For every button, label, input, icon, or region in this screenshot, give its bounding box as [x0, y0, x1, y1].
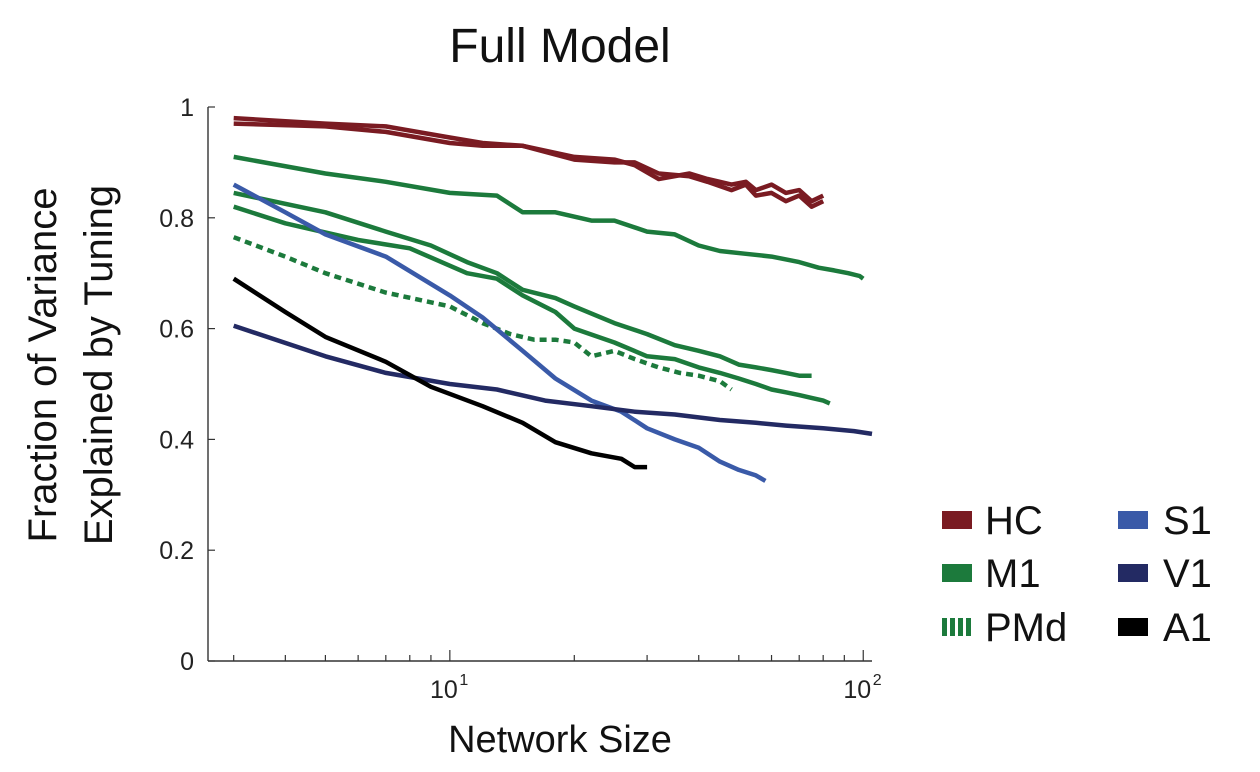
- legend-item-s1: S1: [1118, 499, 1212, 543]
- series-line-m1: [233, 190, 812, 378]
- legend-item-pmd: PMd: [942, 606, 1067, 650]
- legend-item-m1: M1: [942, 552, 1041, 596]
- plot-area: [232, 115, 873, 483]
- x-tick-exponent: 1: [459, 672, 468, 689]
- axes: [207, 107, 872, 662]
- x-axis-label: Network Size: [448, 719, 672, 761]
- x-tick-label: 10 1: [430, 672, 468, 704]
- y-axis-label-line-2: Explained by Tuning: [77, 185, 121, 545]
- legend-swatch: [1118, 511, 1148, 529]
- x-tick-base: 10: [843, 676, 871, 704]
- legend-swatch: [942, 511, 972, 529]
- y-tick-label: 0.6: [159, 316, 194, 344]
- legend-item-a1: A1: [1118, 606, 1212, 650]
- x-tick-exponent: 2: [873, 672, 882, 689]
- x-tick-label: 10 2: [843, 672, 881, 704]
- legend-swatch-dash: [950, 618, 955, 636]
- legend-swatch: [1118, 564, 1148, 582]
- legend-item-v1: V1: [1118, 552, 1212, 596]
- series-line-hc: [233, 121, 825, 209]
- legend-swatch-dash: [942, 618, 947, 636]
- y-tick-label: 0: [180, 648, 194, 676]
- legend-label: V1: [1163, 552, 1212, 596]
- legend: HC M1 PMd S1 V1 A1: [942, 499, 1212, 650]
- series-line-s1: [232, 182, 767, 483]
- series-line-m1: [233, 154, 865, 281]
- y-tick-label: 1: [180, 94, 194, 122]
- series-line-a1: [232, 276, 648, 470]
- chart-title: Full Model: [449, 20, 670, 73]
- x-tick-base: 10: [430, 676, 458, 704]
- legend-swatch: [942, 564, 972, 582]
- legend-label: M1: [985, 552, 1041, 596]
- legend-swatch: [1118, 618, 1148, 636]
- y-axis-label-line-1: Fraction of Variance: [21, 188, 65, 543]
- legend-swatch-dash: [966, 618, 971, 636]
- legend-label: PMd: [985, 606, 1067, 650]
- legend-label: A1: [1163, 606, 1212, 650]
- y-tick-label: 0.2: [159, 537, 194, 565]
- series-line-v1: [232, 323, 873, 437]
- legend-item-hc: HC: [942, 499, 1043, 543]
- legend-label: HC: [985, 499, 1043, 543]
- y-tick-label: 0.8: [159, 205, 194, 233]
- legend-label: S1: [1163, 499, 1212, 543]
- series-line-m1: [233, 204, 831, 406]
- series-line-pmd: [232, 235, 733, 392]
- legend-swatch-dash: [958, 618, 963, 636]
- y-tick-label: 0.4: [159, 426, 194, 454]
